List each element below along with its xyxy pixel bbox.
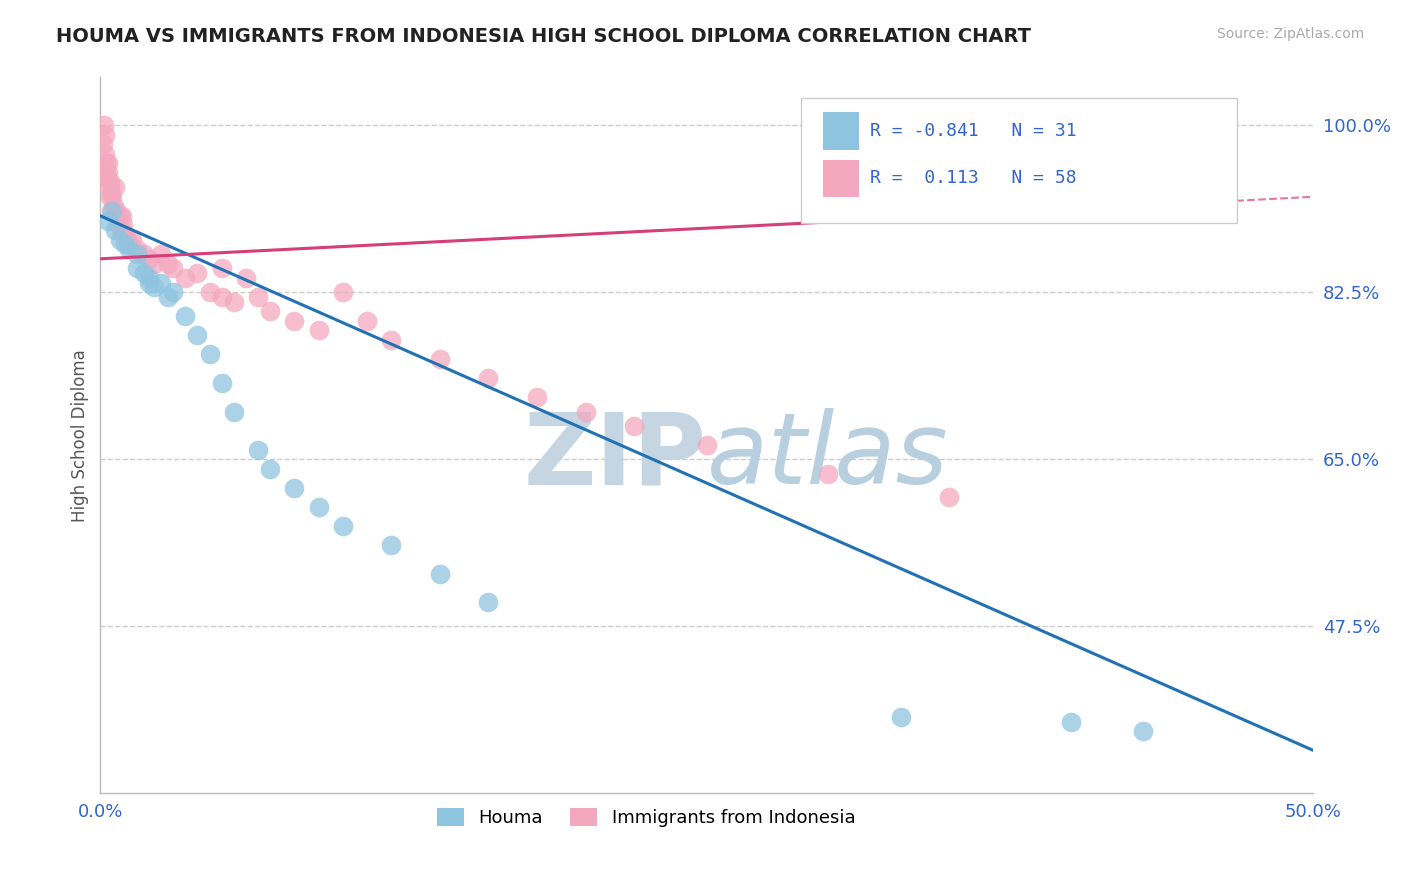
Point bbox=[222, 294, 245, 309]
Text: ZIP: ZIP bbox=[524, 409, 707, 506]
Point bbox=[247, 290, 270, 304]
Point bbox=[104, 180, 127, 194]
Point bbox=[817, 467, 839, 481]
Point bbox=[283, 481, 305, 495]
Point bbox=[118, 237, 141, 252]
Point bbox=[938, 491, 960, 505]
Point bbox=[105, 209, 128, 223]
Point bbox=[477, 371, 499, 385]
Point bbox=[100, 185, 122, 199]
Point bbox=[162, 285, 184, 300]
Text: atlas: atlas bbox=[707, 409, 949, 506]
Point bbox=[623, 418, 645, 433]
Point bbox=[157, 256, 180, 270]
Point bbox=[108, 233, 131, 247]
Point bbox=[112, 219, 135, 233]
Point bbox=[101, 204, 124, 219]
Point bbox=[477, 595, 499, 609]
Point bbox=[157, 290, 180, 304]
Point bbox=[198, 347, 221, 361]
Point bbox=[150, 247, 173, 261]
Point bbox=[356, 314, 378, 328]
Point bbox=[174, 271, 197, 285]
Point bbox=[138, 271, 160, 285]
Point bbox=[125, 242, 148, 256]
Point bbox=[96, 166, 118, 180]
Point bbox=[132, 247, 155, 261]
Point bbox=[1060, 714, 1083, 729]
Point bbox=[118, 242, 141, 256]
Point bbox=[100, 204, 122, 219]
Point bbox=[1132, 724, 1154, 739]
Text: Source: ZipAtlas.com: Source: ZipAtlas.com bbox=[1216, 27, 1364, 41]
Point bbox=[101, 190, 124, 204]
Point bbox=[104, 223, 127, 237]
Point bbox=[259, 462, 281, 476]
Point bbox=[380, 538, 402, 552]
Point bbox=[115, 233, 138, 247]
Point bbox=[308, 500, 330, 514]
Point bbox=[332, 285, 354, 300]
Text: R =  0.113   N = 58: R = 0.113 N = 58 bbox=[870, 169, 1077, 187]
Point bbox=[150, 276, 173, 290]
Point bbox=[97, 156, 120, 170]
Point bbox=[107, 219, 129, 233]
Point bbox=[111, 209, 134, 223]
Point bbox=[94, 146, 117, 161]
Point bbox=[97, 213, 120, 227]
Point bbox=[104, 209, 127, 223]
Point bbox=[198, 285, 221, 300]
Point bbox=[380, 333, 402, 347]
Point bbox=[142, 280, 165, 294]
Point bbox=[247, 442, 270, 457]
Point bbox=[91, 137, 114, 152]
Point bbox=[142, 256, 165, 270]
Point bbox=[96, 170, 118, 185]
Point bbox=[97, 166, 120, 180]
Point bbox=[105, 204, 128, 219]
Point bbox=[98, 176, 121, 190]
Point bbox=[186, 266, 208, 280]
Point bbox=[138, 276, 160, 290]
Point bbox=[93, 128, 115, 142]
Point bbox=[211, 261, 233, 276]
Text: R = -0.841   N = 31: R = -0.841 N = 31 bbox=[870, 122, 1077, 140]
Point bbox=[429, 566, 451, 581]
Point bbox=[174, 309, 197, 323]
Point bbox=[132, 266, 155, 280]
Point bbox=[162, 261, 184, 276]
Point bbox=[98, 190, 121, 204]
Legend: Houma, Immigrants from Indonesia: Houma, Immigrants from Indonesia bbox=[430, 801, 862, 834]
Point bbox=[110, 223, 132, 237]
Point bbox=[890, 710, 912, 724]
Point bbox=[259, 304, 281, 318]
Point bbox=[121, 233, 143, 247]
Text: HOUMA VS IMMIGRANTS FROM INDONESIA HIGH SCHOOL DIPLOMA CORRELATION CHART: HOUMA VS IMMIGRANTS FROM INDONESIA HIGH … bbox=[56, 27, 1031, 45]
Point bbox=[93, 118, 115, 132]
Point bbox=[103, 199, 125, 213]
Point bbox=[97, 180, 120, 194]
Point bbox=[574, 404, 596, 418]
Point bbox=[308, 323, 330, 337]
Point bbox=[283, 314, 305, 328]
Point bbox=[222, 404, 245, 418]
Point bbox=[186, 328, 208, 343]
Point bbox=[235, 271, 257, 285]
Point bbox=[125, 247, 148, 261]
Point bbox=[138, 252, 160, 266]
Point bbox=[332, 519, 354, 533]
Point bbox=[211, 290, 233, 304]
Point bbox=[696, 438, 718, 452]
Point bbox=[125, 261, 148, 276]
Point bbox=[211, 376, 233, 390]
Point bbox=[114, 237, 136, 252]
Y-axis label: High School Diploma: High School Diploma bbox=[72, 349, 89, 522]
Point bbox=[94, 156, 117, 170]
Point bbox=[429, 352, 451, 367]
Point bbox=[108, 209, 131, 223]
Point bbox=[114, 227, 136, 242]
Point bbox=[526, 390, 548, 404]
